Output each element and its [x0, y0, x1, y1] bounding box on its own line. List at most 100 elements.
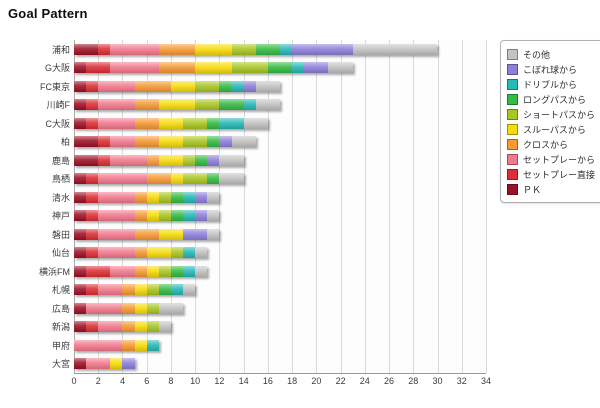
bar-segment	[231, 80, 244, 92]
bar-segment	[86, 284, 99, 296]
bar-row: 柏	[6, 133, 486, 152]
legend-item: ショートパスから	[507, 107, 600, 122]
bar-segment	[292, 43, 353, 55]
bar-segment	[231, 43, 256, 55]
bar-row: 清水	[6, 188, 486, 207]
bar-track	[74, 99, 486, 111]
bar-segment	[86, 173, 99, 185]
legend-item: ＰＫ	[507, 182, 600, 197]
bar-segment	[134, 228, 159, 240]
bar-row: 新潟	[6, 318, 486, 337]
legend-item: セットプレー直接	[507, 167, 600, 182]
bar-segment	[328, 62, 353, 74]
bar-segment	[207, 136, 220, 148]
category-label: 大宮	[51, 359, 70, 370]
bar-track	[74, 173, 486, 185]
bar-segment	[146, 247, 171, 259]
legend-swatch	[507, 94, 518, 105]
bar-segment	[146, 191, 159, 203]
legend-label: その他	[523, 50, 551, 60]
legend-swatch	[507, 184, 518, 195]
bar-segment	[158, 136, 184, 148]
bar-row: 広島	[6, 299, 486, 318]
bar-track	[74, 321, 486, 333]
x-tick-label: 6	[144, 376, 150, 386]
legend-label: こぼれ球から	[523, 65, 578, 75]
legend-label: ドリブルから	[523, 80, 578, 90]
bar-row: 仙台	[6, 244, 486, 263]
bar-segment	[110, 154, 147, 166]
bar-segment	[170, 173, 184, 185]
bar-track	[74, 228, 486, 240]
x-tick-label: 20	[311, 376, 322, 386]
x-tick-label: 12	[214, 376, 225, 386]
bar-segment	[267, 62, 293, 74]
legend-swatch	[507, 49, 518, 60]
gridline-x-22	[340, 40, 342, 373]
bar-segment	[158, 228, 184, 240]
bar-segment	[74, 173, 87, 185]
x-axis: 0 2 4 6 8 10 12 14 16 18 20 22 24 26 28 30 32 34	[6, 376, 491, 390]
x-tick-label: 8	[168, 376, 174, 386]
bar-track	[74, 247, 486, 259]
bar-segment	[74, 321, 87, 333]
bar-segment	[134, 191, 147, 203]
bar-segment	[98, 173, 147, 185]
bar-segment	[110, 358, 123, 370]
category-label: 神戸	[51, 211, 70, 222]
bar-segment	[98, 228, 135, 240]
bar-segment	[98, 321, 123, 333]
category-label: 鹿島	[51, 155, 70, 166]
legend-swatch	[507, 79, 518, 90]
bar-segment	[134, 247, 147, 259]
bar-segment	[195, 265, 208, 277]
bar-segment	[183, 247, 196, 259]
bar-segment	[219, 136, 232, 148]
bar-segment	[243, 117, 268, 129]
bar-segment	[86, 358, 111, 370]
goal-pattern-chart: 浦和 G大阪 FC東京 川崎F C大阪柏鹿島 鳥栖 清水 神戸 磐田 仙台 横浜FM 札幌 広島 新潟 甲府…	[6, 40, 600, 400]
bar-segment	[231, 136, 256, 148]
x-tick-label: 28	[408, 376, 419, 386]
bar-segment	[158, 117, 184, 129]
gridline-x-30	[437, 40, 439, 373]
x-tick-label: 4	[119, 376, 125, 386]
x-tick-label: 16	[262, 376, 273, 386]
bar-segment	[110, 62, 159, 74]
legend: その他こぼれ球から ドリブルからロングパスから ショートパスからスルーパスからクロス…	[500, 40, 600, 203]
legend-item: その他	[507, 47, 600, 62]
legend-swatch	[507, 124, 518, 135]
gridline-x-32	[461, 40, 463, 373]
bar-segment	[219, 80, 232, 92]
legend-item: クロスから	[507, 137, 600, 152]
bar-track	[74, 302, 486, 314]
legend-item: スルーパスから	[507, 122, 600, 137]
bar-track	[74, 80, 486, 92]
bar-segment	[86, 117, 99, 129]
bar-track	[74, 43, 486, 55]
bar-segment	[195, 247, 208, 259]
bar-segment	[219, 154, 244, 166]
gridline-x-2	[98, 40, 100, 373]
bar-segment	[170, 80, 196, 92]
bar-row: G大阪	[6, 59, 486, 78]
bar-track	[74, 358, 486, 370]
bar-segment	[86, 99, 99, 111]
category-label: 横浜FM	[39, 266, 70, 277]
bar-segment	[98, 43, 111, 55]
category-label: FC東京	[40, 81, 70, 92]
legend-item: ロングパスから	[507, 92, 600, 107]
category-label: 札幌	[51, 285, 70, 296]
bar-segment	[195, 62, 232, 74]
bar-segment	[98, 210, 135, 222]
bar-segment	[279, 43, 293, 55]
bar-segment	[146, 339, 159, 351]
legend-label: スルーパスから	[523, 125, 586, 135]
category-label: 磐田	[51, 229, 70, 240]
bar-segment	[86, 265, 111, 277]
bar-segment	[134, 321, 147, 333]
bar-segment	[86, 321, 99, 333]
gridline-x-16	[267, 40, 269, 373]
bar-segment	[134, 99, 159, 111]
